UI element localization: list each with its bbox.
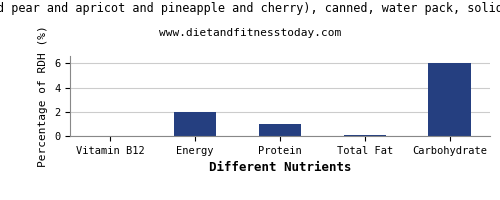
- Text: d pear and apricot and pineapple and cherry), canned, water pack, solid: d pear and apricot and pineapple and che…: [0, 2, 500, 15]
- Bar: [428, 63, 471, 136]
- Text: www.dietandfitnesstoday.com: www.dietandfitnesstoday.com: [159, 28, 341, 38]
- Bar: [174, 112, 216, 136]
- Bar: [344, 135, 386, 136]
- Bar: [259, 124, 301, 136]
- Y-axis label: Percentage of RDH (%): Percentage of RDH (%): [38, 25, 48, 167]
- X-axis label: Different Nutrients: Different Nutrients: [209, 161, 351, 174]
